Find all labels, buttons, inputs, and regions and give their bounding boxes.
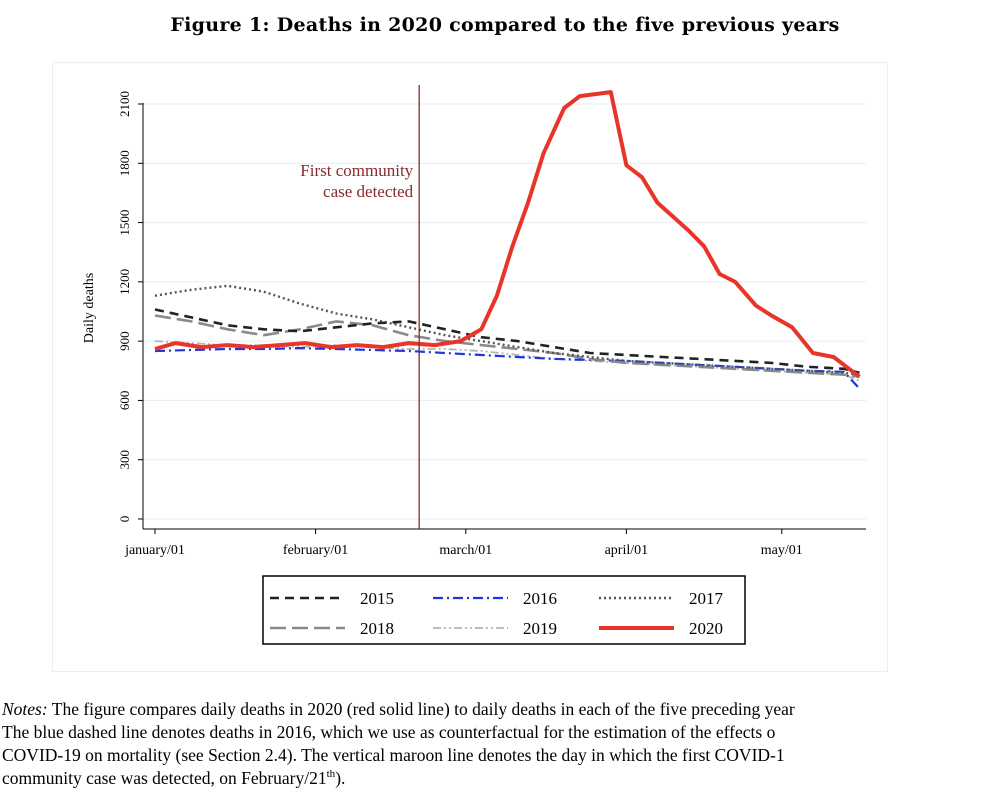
- figure-title: Figure 1: Deaths in 2020 compared to the…: [170, 14, 840, 36]
- x-tick-label: may/01: [761, 543, 803, 558]
- annotation-text: case detected: [323, 182, 414, 201]
- legend-box: [262, 575, 746, 645]
- axes: 0 300 600 900 1200 1500 1800 2100 january/01 febr…: [82, 91, 866, 558]
- x-tick-label: april/01: [605, 543, 649, 558]
- legend: 2015 2016 2017 2018 2019 2020: [262, 575, 746, 645]
- annotation: First community case detected: [300, 85, 420, 529]
- notes-line-4: community case was detected, on February…: [2, 767, 996, 790]
- series-line-2020: [154, 90, 861, 379]
- annotation-text: First community: [300, 161, 413, 180]
- y-tick-label: 1200: [117, 269, 132, 295]
- notes-line-3: COVID-19 on mortality (see Section 2.4).…: [2, 745, 785, 765]
- legend-label-2015: 2015: [360, 589, 394, 608]
- y-tick-label: 0: [117, 516, 132, 523]
- series-line-2016: [154, 347, 861, 390]
- y-tick-label: 600: [117, 391, 132, 411]
- x-tick-label: march/01: [439, 543, 492, 558]
- legend-label-2016: 2016: [523, 589, 557, 608]
- notes-label: Notes:: [2, 699, 48, 719]
- legend-label-2020: 2020: [689, 619, 723, 638]
- series-line-2018: [154, 314, 860, 378]
- gridlines: [143, 103, 866, 520]
- notes-line-2: The blue dashed line denotes deaths in 2…: [2, 722, 776, 742]
- notes-line-1: Notes: The figure compares daily deaths …: [2, 698, 996, 721]
- legend-label-2019: 2019: [523, 619, 557, 638]
- chart: 0 300 600 900 1200 1500 1800 2100 january/01 febr…: [82, 85, 866, 645]
- notes-text-4-end: ).: [335, 768, 346, 788]
- y-tick-label: 1500: [117, 210, 132, 236]
- notes-text-4: community case was detected, on February…: [2, 768, 327, 788]
- figure-notes: Notes: The figure compares daily deaths …: [2, 698, 996, 790]
- y-tick-label: 300: [117, 450, 132, 470]
- y-tick-label: 1800: [117, 150, 132, 176]
- legend-label-2018: 2018: [360, 619, 394, 638]
- y-tick-label: 2100: [117, 91, 132, 117]
- x-tick-label: february/01: [283, 543, 348, 558]
- notes-sup: th: [326, 768, 336, 781]
- y-axis-label: Daily deaths: [82, 273, 97, 343]
- y-tick-label: 900: [117, 331, 132, 351]
- series-line-2015: [154, 308, 860, 375]
- series-line-2017: [154, 284, 860, 376]
- series-lines: [154, 90, 861, 390]
- series-line-2019: [154, 340, 860, 382]
- chart-frame: 0 300 600 900 1200 1500 1800 2100 january/01 febr…: [52, 62, 888, 672]
- legend-label-2017: 2017: [689, 589, 724, 608]
- x-tick-label: january/01: [124, 543, 185, 558]
- notes-text-1: The figure compares daily deaths in 2020…: [47, 699, 795, 719]
